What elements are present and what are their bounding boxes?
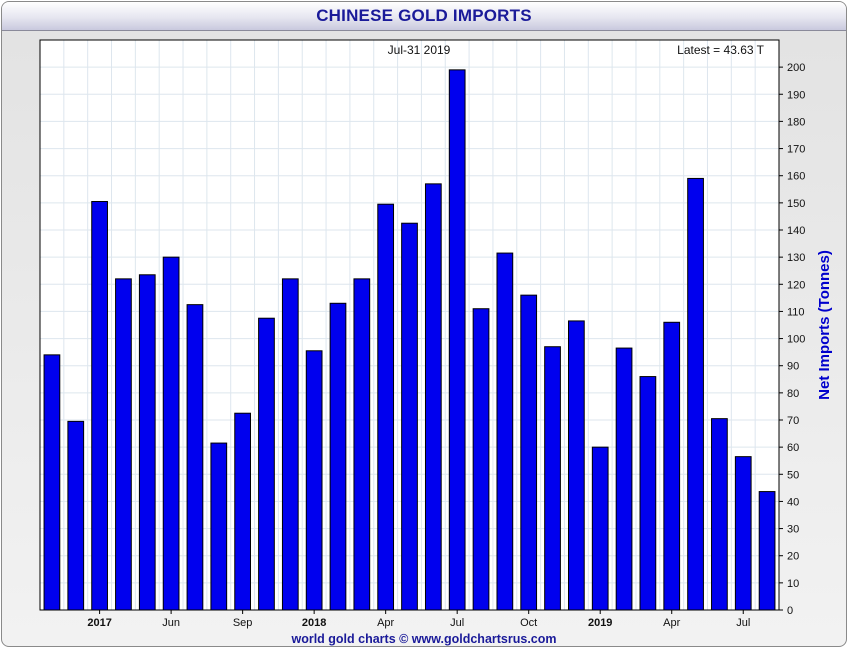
bar <box>758 491 776 611</box>
y-tick-label: 10 <box>787 578 799 590</box>
bar <box>329 302 347 611</box>
y-tick-label: 30 <box>787 524 799 536</box>
y-tick-label: 80 <box>787 388 799 400</box>
bar <box>115 278 132 611</box>
y-tick-label: 120 <box>787 279 805 291</box>
bar <box>186 304 204 611</box>
y-tick-label: 100 <box>787 334 805 346</box>
bar <box>210 442 228 611</box>
x-tick-label: Apr <box>663 617 680 629</box>
latest-value-label: Latest = 43.63 T <box>677 43 765 57</box>
y-tick-label: 60 <box>787 442 799 454</box>
bar <box>472 308 490 611</box>
bar <box>663 321 681 611</box>
bar <box>568 320 585 611</box>
bar <box>377 203 395 611</box>
bar <box>448 69 466 611</box>
y-tick-label: 50 <box>787 469 799 481</box>
bar <box>258 317 275 611</box>
x-tick-label: Sep <box>233 617 253 629</box>
bar <box>91 201 108 611</box>
y-axis-label: Net Imports (Tonnes) <box>816 250 833 400</box>
bar <box>687 177 704 611</box>
y-tick-label: 70 <box>787 415 799 427</box>
bar <box>591 446 609 611</box>
bar <box>615 347 633 611</box>
y-tick-label: 150 <box>787 198 805 210</box>
x-tick-label: Oct <box>520 617 537 629</box>
date-label: Jul-31 2019 <box>388 43 451 57</box>
y-tick-label: 180 <box>787 116 805 128</box>
y-tick-label: 90 <box>787 361 799 373</box>
bar <box>305 350 323 611</box>
x-tick-label: 2017 <box>87 617 111 629</box>
chart-footer: world gold charts © www.goldchartsrus.co… <box>291 632 557 646</box>
bar <box>520 294 538 611</box>
y-tick-label: 110 <box>787 306 805 318</box>
bar <box>162 256 180 611</box>
bar <box>734 456 752 611</box>
x-tick-label: 2019 <box>588 617 612 629</box>
chart-title: CHINESE GOLD IMPORTS <box>316 6 532 25</box>
y-tick-label: 200 <box>787 62 805 74</box>
bar <box>138 274 156 611</box>
y-tick-label: 140 <box>787 225 805 237</box>
x-tick-label: 2018 <box>302 617 326 629</box>
y-tick-label: 160 <box>787 171 805 183</box>
x-tick-label: Jun <box>162 617 180 629</box>
y-tick-label: 20 <box>787 551 799 563</box>
x-tick-label: Jul <box>736 617 750 629</box>
bar <box>234 412 251 611</box>
x-tick-label: Apr <box>377 617 394 629</box>
y-tick-label: 130 <box>787 252 805 264</box>
bar <box>43 354 61 611</box>
title-bar: CHINESE GOLD IMPORTS <box>2 2 846 31</box>
y-tick-label: 40 <box>787 496 799 508</box>
y-tick-label: 170 <box>787 144 805 156</box>
bar <box>639 376 657 611</box>
y-tick-label: 190 <box>787 89 805 101</box>
bar <box>424 183 442 611</box>
bar <box>544 346 561 611</box>
x-tick-label: Jul <box>450 617 464 629</box>
bar <box>496 252 514 611</box>
plot-border <box>39 39 780 611</box>
y-tick-label: 0 <box>787 605 793 617</box>
bar <box>353 278 371 611</box>
bar <box>281 278 299 611</box>
bar <box>711 418 728 611</box>
bar <box>401 222 418 611</box>
bar <box>67 420 85 611</box>
